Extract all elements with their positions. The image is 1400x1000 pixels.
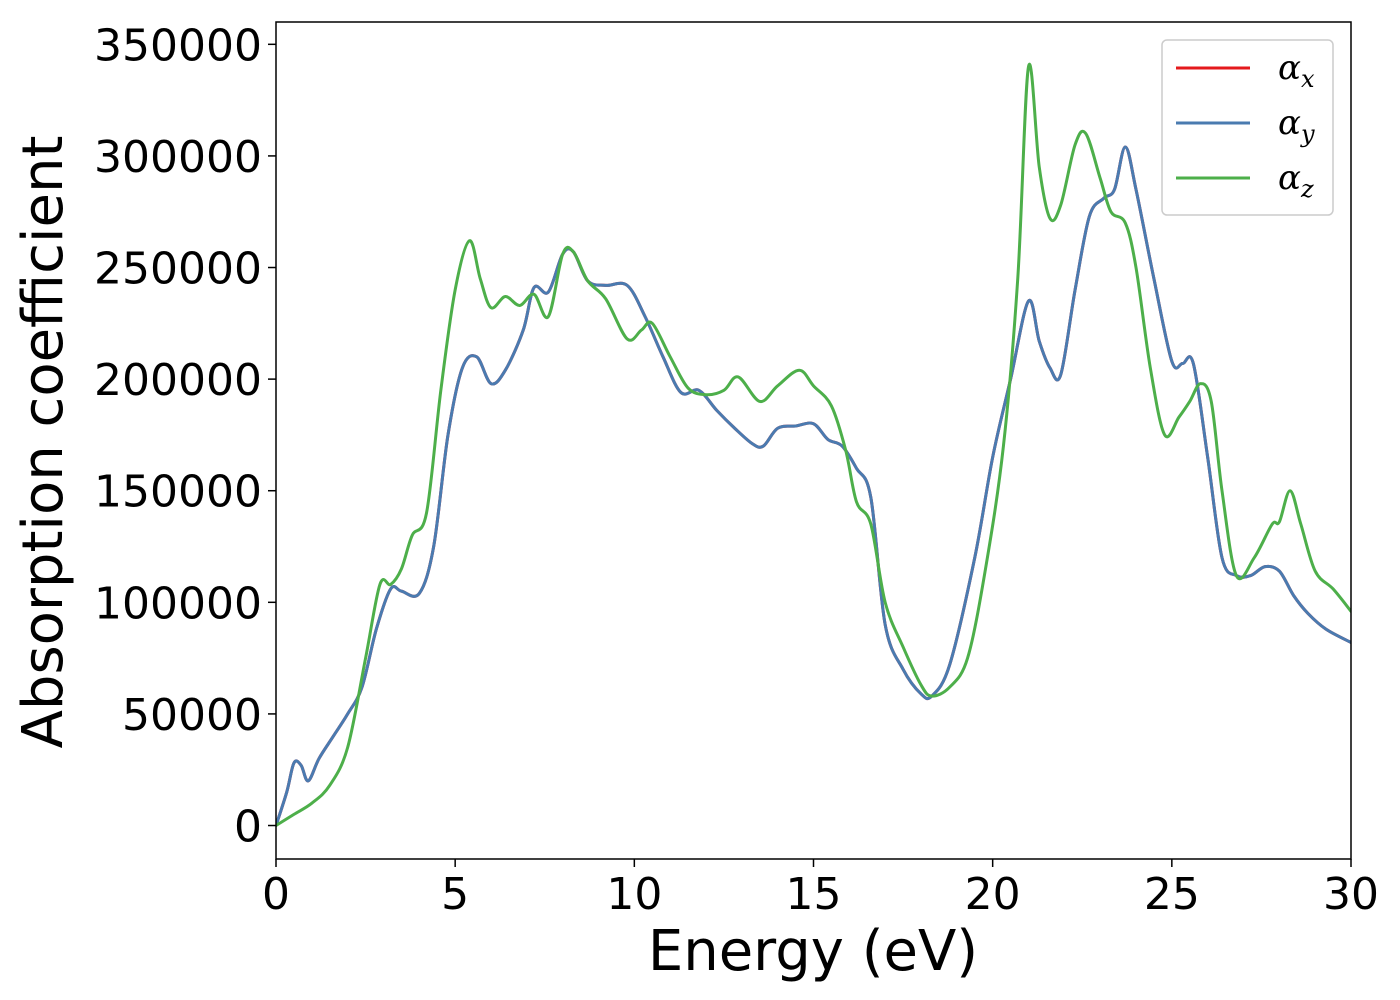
series-layer [276, 62, 1351, 828]
y-tick-label: 0 [234, 802, 262, 853]
x-tick-label: 0 [262, 869, 290, 920]
y-tick-label: 100000 [94, 578, 262, 629]
legend-box [1161, 39, 1334, 216]
legend: αx αy αz [1161, 39, 1334, 216]
x-tick-label: 25 [1144, 869, 1200, 920]
y-tick-label: 200000 [94, 355, 262, 406]
x-axis-label: Energy (eV) [648, 919, 978, 984]
legend-items: αx αy αz [1176, 48, 1315, 203]
y-axis-ticks: 0 50000 100000 150000 200000 250000 300000 3500… [94, 20, 276, 853]
series-line-x [276, 145, 1351, 828]
x-tick-label: 15 [786, 869, 842, 920]
legend-label-z: αz [1278, 158, 1314, 203]
x-tick-label: 5 [441, 869, 469, 920]
series-line-y [276, 145, 1351, 828]
y-tick-label: 350000 [94, 20, 262, 71]
x-tick-label: 20 [965, 869, 1021, 920]
y-tick-label: 50000 [122, 690, 262, 741]
y-tick-label: 250000 [94, 244, 262, 295]
x-tick-label: 30 [1323, 869, 1379, 920]
y-tick-label: 150000 [94, 467, 262, 518]
series-line-z [276, 62, 1351, 828]
x-axis-ticks: 0 5 10 15 20 25 30 [262, 859, 1379, 920]
legend-label-x: αx [1278, 48, 1315, 93]
x-tick-label: 10 [606, 869, 662, 920]
y-tick-label: 300000 [94, 132, 262, 183]
legend-label-y: αy [1278, 103, 1315, 148]
y-axis-label: Absorption coefficient [11, 136, 76, 749]
